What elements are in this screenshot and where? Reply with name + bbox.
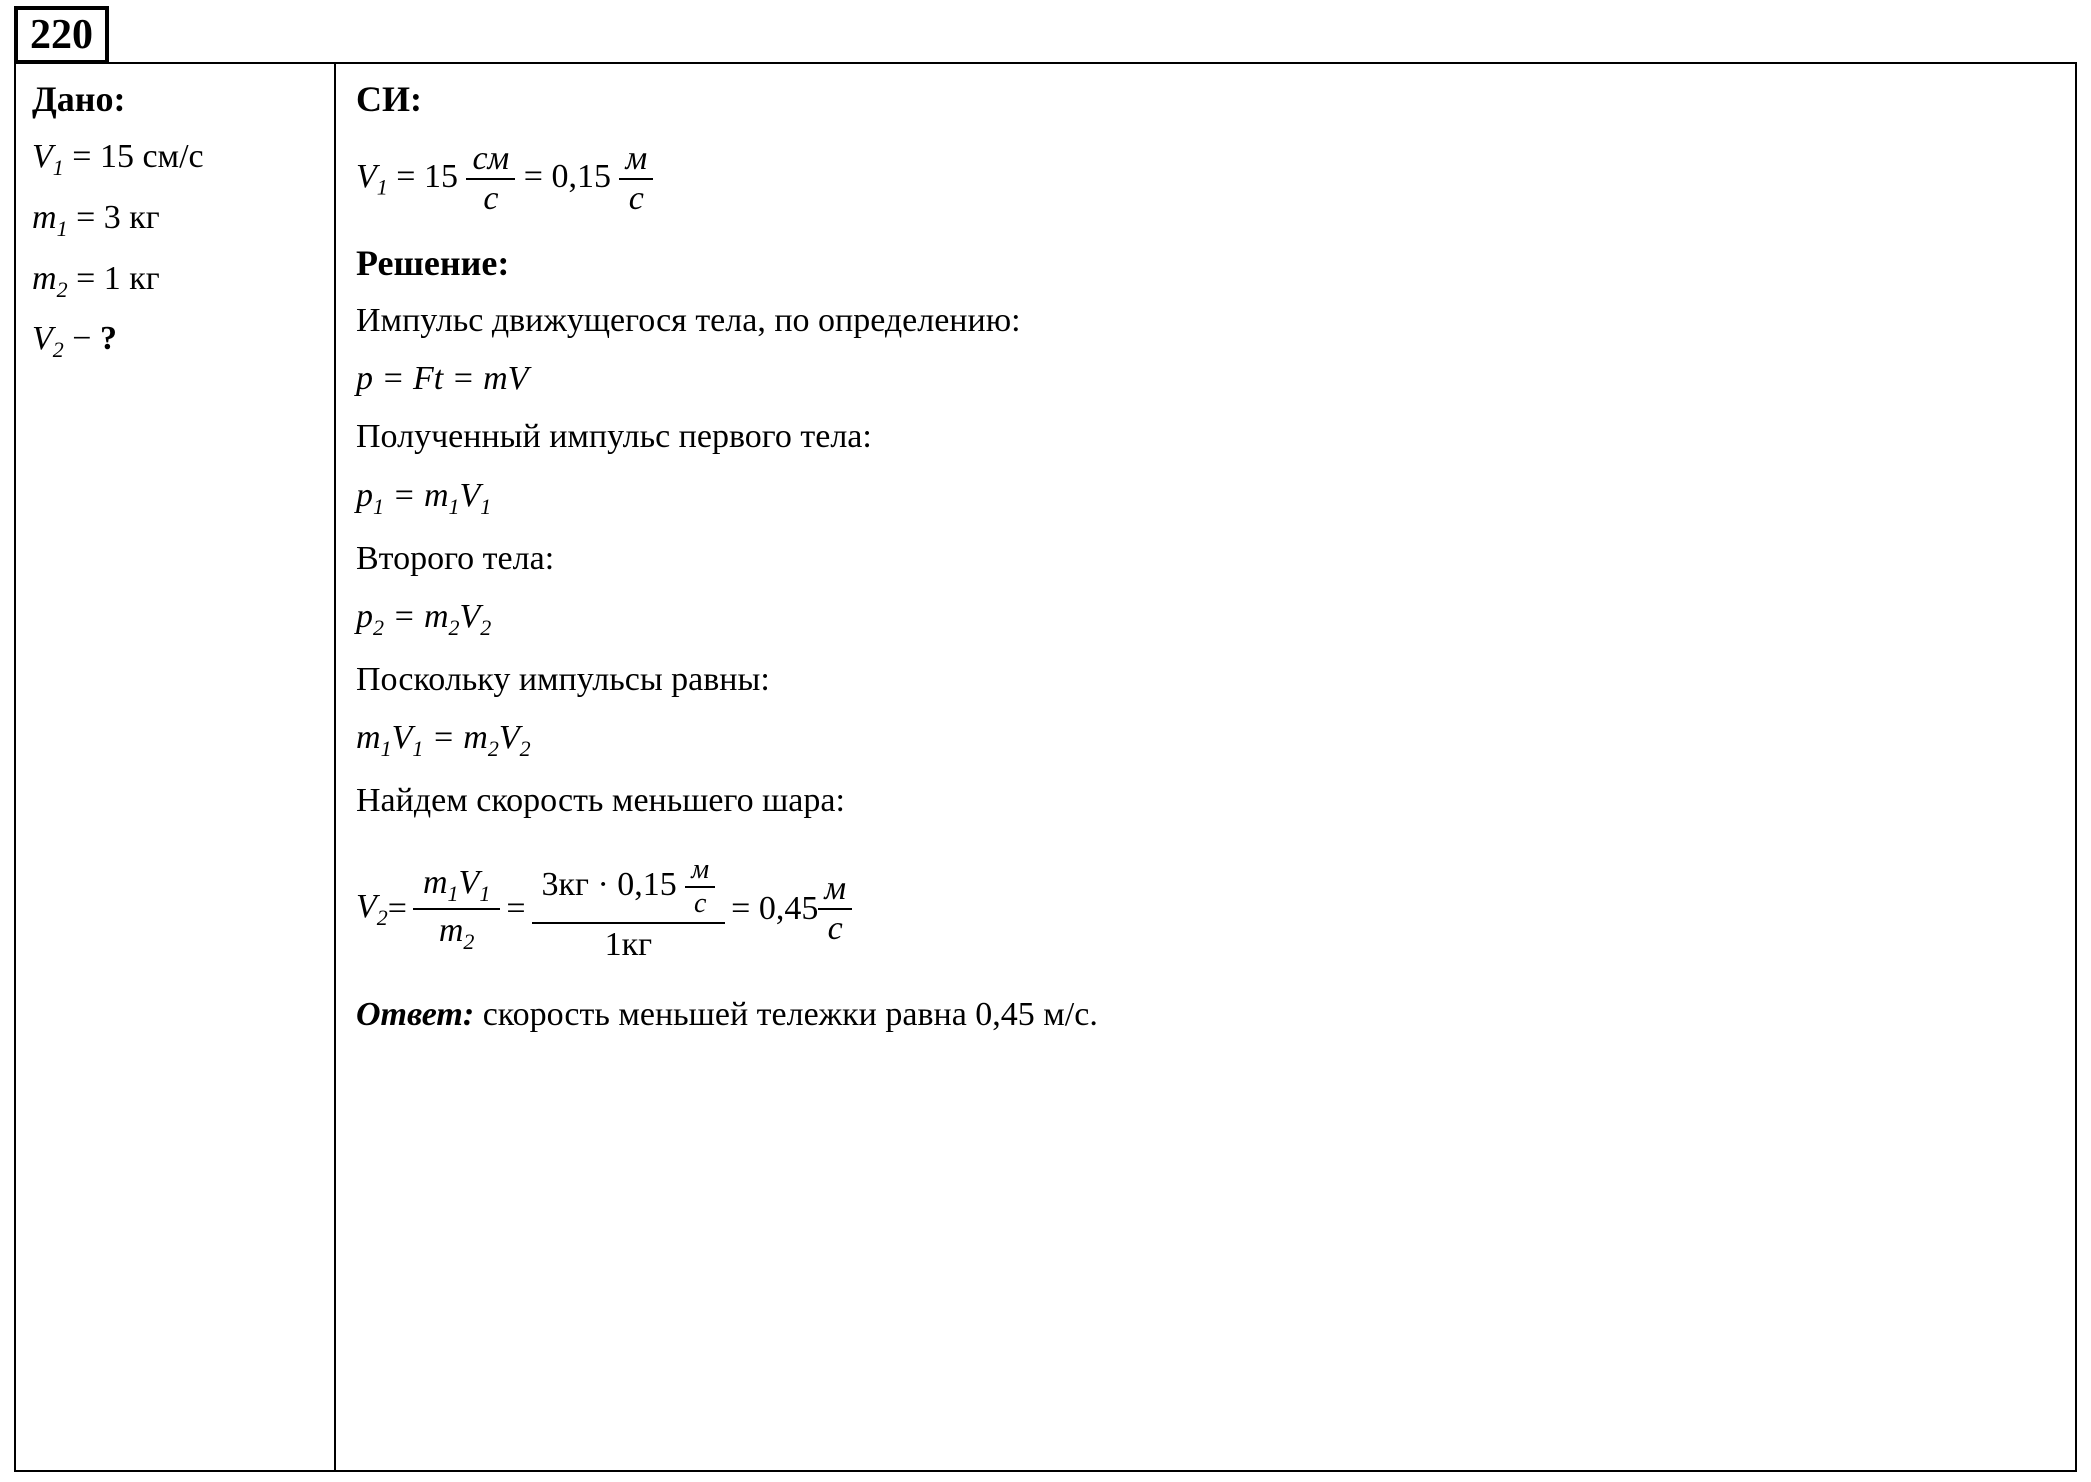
sol-line5: Найдем скорость меньшего шара: <box>356 774 2055 828</box>
sol-eq4: m1V1 = m2V2 <box>356 719 2055 762</box>
answer-line: Ответ: скорость меньшей тележки равна 0,… <box>356 996 2055 1034</box>
si-lhs: V <box>356 158 377 195</box>
si-frac1-den: с <box>466 180 515 218</box>
given-v1: V1 = 15 см/с <box>32 138 318 181</box>
sol-eq1: p = Ft = mV <box>356 360 2055 398</box>
final-frac2-den: 1кг <box>532 924 726 966</box>
final-result-unit: м с <box>818 870 852 948</box>
sol-eq3: p2 = m2V2 <box>356 598 2055 641</box>
page-container: 220 Дано: V1 = 15 см/с m1 = 3 кг m2 = 1 … <box>0 0 2091 1482</box>
sol-final-eq: V2 = m1V1 m2 = 3кг · 0,15 м с 1кг <box>356 852 852 966</box>
final-frac1-num: m1V1 <box>413 862 500 911</box>
given-heading: Дано: <box>32 78 318 120</box>
final-frac2-num: 3кг · 0,15 м с <box>532 852 726 924</box>
si-frac2: м с <box>619 140 653 218</box>
sol-line2: Полученный импульс первого тела: <box>356 410 2055 464</box>
sol-line4: Поскольку импульсы равны: <box>356 653 2055 707</box>
problem-number-box: 220 <box>14 6 109 64</box>
problem-number: 220 <box>30 12 93 58</box>
sol-line3: Второго тела: <box>356 532 2055 586</box>
given-m2: m2 = 1 кг <box>32 260 318 303</box>
sol-eq2: p1 = m1V1 <box>356 477 2055 520</box>
given-m1: m1 = 3 кг <box>32 199 318 242</box>
si-frac1-num: см <box>466 140 515 180</box>
final-result-val: = 0,45 <box>731 890 818 928</box>
final-eq1: = <box>388 890 407 928</box>
si-frac2-den: с <box>619 180 653 218</box>
final-unit-den: с <box>818 910 852 948</box>
solution-heading: Решение: <box>356 242 2055 284</box>
si-conversion: V1 = 15 см с = 0,15 м с <box>356 140 2055 218</box>
given-find: V2 − ? <box>32 320 318 363</box>
answer-label: Ответ: <box>356 996 474 1033</box>
si-lhs-sub: 1 <box>377 175 388 200</box>
given-column: Дано: V1 = 15 см/с m1 = 3 кг m2 = 1 кг V… <box>16 64 336 1470</box>
solution-column: СИ: V1 = 15 см с = 0,15 м с Решение: Имп… <box>336 64 2075 1470</box>
final-frac1: m1V1 m2 <box>413 862 500 958</box>
si-frac1: см с <box>466 140 515 218</box>
final-lhs: V2 <box>356 888 388 931</box>
si-val2: = 0,15 <box>524 158 611 195</box>
final-eq2: = <box>506 890 525 928</box>
sol-line1: Импульс движущегося тела, по определению… <box>356 294 2055 348</box>
si-heading: СИ: <box>356 79 422 119</box>
final-unit-num: м <box>818 870 852 910</box>
si-frac2-num: м <box>619 140 653 180</box>
final-frac1-den: m2 <box>413 910 500 957</box>
final-frac2: 3кг · 0,15 м с 1кг <box>532 852 726 966</box>
answer-text: скорость меньшей тележки равна 0,45 м/с. <box>474 996 1098 1033</box>
si-row: СИ: <box>356 78 2055 120</box>
solution-box: Дано: V1 = 15 см/с m1 = 3 кг m2 = 1 кг V… <box>14 62 2077 1472</box>
si-val1: = 15 <box>388 158 458 195</box>
